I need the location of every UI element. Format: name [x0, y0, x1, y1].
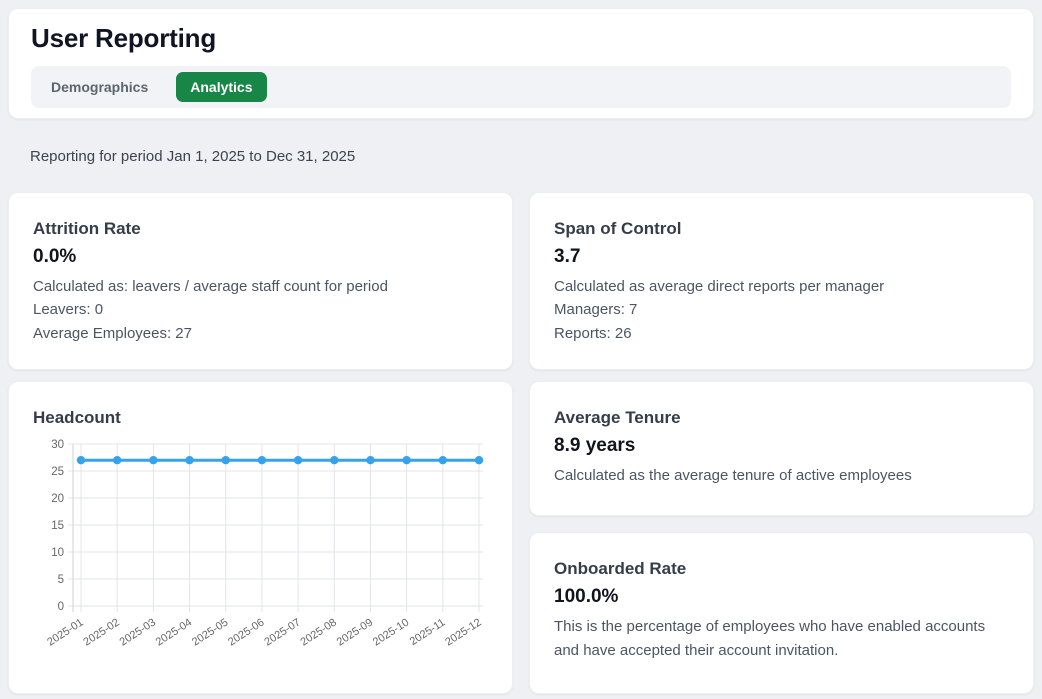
tab-analytics[interactable]: Analytics — [176, 72, 267, 102]
span-of-control-value: 3.7 — [554, 246, 581, 267]
svg-text:2025-12: 2025-12 — [443, 617, 483, 649]
attrition-rate-title: Attrition Rate — [33, 219, 141, 238]
tab-demographics[interactable]: Demographics — [37, 72, 162, 102]
svg-text:30: 30 — [51, 439, 64, 451]
header-card: User Reporting Demographics Analytics — [8, 8, 1034, 119]
svg-text:2025-09: 2025-09 — [335, 617, 375, 649]
span-of-control-title: Span of Control — [554, 219, 682, 238]
svg-text:15: 15 — [51, 520, 64, 532]
headcount-chart-container: 0 5 10 15 20 25 30 2025-01 2025-02 2025-03 2025-04… — [33, 436, 488, 658]
onboarded-rate-description: This is the percentage of employees who … — [554, 618, 986, 659]
svg-text:2025-08: 2025-08 — [299, 617, 339, 649]
svg-text:5: 5 — [58, 574, 64, 586]
svg-text:2025-10: 2025-10 — [371, 617, 411, 649]
svg-text:2025-06: 2025-06 — [226, 617, 266, 649]
attrition-rate-average-employees: Average Employees: 27 — [33, 324, 192, 342]
span-of-control-card: Span of Control 3.7 Calculated as averag… — [529, 192, 1034, 371]
svg-text:10: 10 — [51, 547, 64, 559]
attrition-rate-value: 0.0% — [33, 246, 77, 267]
svg-text:2025-03: 2025-03 — [118, 617, 158, 649]
svg-text:2025-02: 2025-02 — [81, 617, 121, 649]
headcount-chart: 0 5 10 15 20 25 30 2025-012025-022025-032025-04… — [45, 439, 483, 649]
cards-grid: Attrition Rate 0.0% Calculated as: leave… — [8, 192, 1034, 695]
onboarded-rate-title: Onboarded Rate — [554, 559, 687, 579]
reporting-period-text: Reporting for period Jan 1, 2025 to Dec … — [30, 148, 356, 165]
right-card-stack: Average Tenure 8.9 years Calculated as t… — [529, 381, 1034, 695]
headcount-title: Headcount — [33, 408, 121, 428]
svg-text:0: 0 — [58, 601, 64, 613]
span-of-control-managers: Managers: 7 — [554, 301, 638, 319]
onboarded-rate-value: 100.0% — [554, 586, 619, 608]
span-of-control-formula: Calculated as average direct reports per… — [554, 278, 885, 295]
average-tenure-value: 8.9 years — [554, 435, 636, 457]
average-tenure-card: Average Tenure 8.9 years Calculated as t… — [529, 381, 1034, 517]
svg-text:2025-04: 2025-04 — [154, 617, 194, 649]
average-tenure-title: Average Tenure — [554, 408, 681, 428]
attrition-rate-formula: Calculated as: leavers / average staff c… — [33, 278, 388, 295]
svg-text:2025-11: 2025-11 — [408, 617, 448, 649]
svg-text:2025-05: 2025-05 — [190, 617, 230, 649]
svg-text:20: 20 — [51, 493, 64, 505]
attrition-rate-card: Attrition Rate 0.0% Calculated as: leave… — [8, 192, 513, 371]
average-tenure-description: Calculated as the average tenure of acti… — [554, 467, 912, 485]
span-of-control-reports: Reports: 26 — [554, 324, 632, 342]
svg-text:2025-07: 2025-07 — [262, 617, 302, 649]
onboarded-rate-card: Onboarded Rate 100.0% This is the percen… — [529, 532, 1034, 695]
headcount-card: Headcount 0 5 10 15 20 25 30 2025-01 2025-02 2025… — [8, 381, 513, 695]
tab-bar: Demographics Analytics — [31, 66, 1011, 108]
svg-text:2025-01: 2025-01 — [45, 617, 85, 649]
attrition-rate-leavers: Leavers: 0 — [33, 301, 104, 319]
page-title: User Reporting — [31, 23, 217, 53]
svg-text:25: 25 — [51, 466, 64, 478]
